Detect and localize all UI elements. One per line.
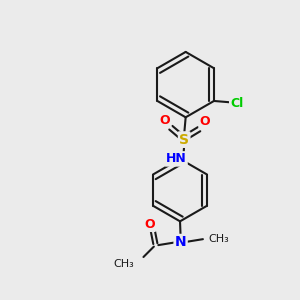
Text: O: O	[160, 114, 170, 127]
Text: HN: HN	[166, 152, 187, 165]
Text: O: O	[144, 218, 155, 231]
Text: S: S	[179, 133, 189, 147]
Text: N: N	[175, 235, 186, 249]
Text: CH₃: CH₃	[208, 234, 229, 244]
Text: CH₃: CH₃	[114, 260, 134, 269]
Text: Cl: Cl	[230, 98, 244, 110]
Text: O: O	[200, 115, 210, 128]
